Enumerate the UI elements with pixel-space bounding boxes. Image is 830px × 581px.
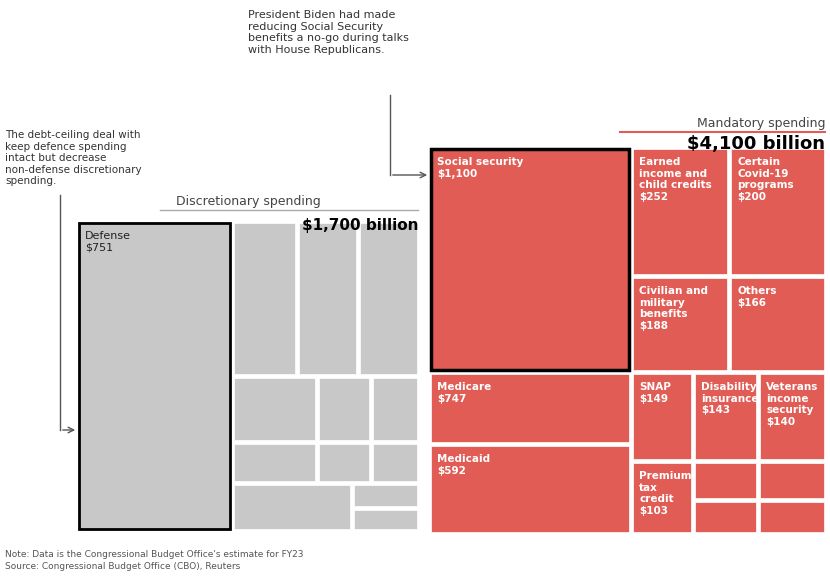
Bar xyxy=(234,378,315,440)
Bar xyxy=(319,378,369,440)
Bar xyxy=(731,149,824,274)
Bar xyxy=(695,502,756,532)
Text: Defense
$751: Defense $751 xyxy=(85,231,131,253)
Bar xyxy=(373,444,417,481)
Text: Medicaid
$592: Medicaid $592 xyxy=(437,454,491,476)
Text: Certain
Covid-19
programs
$200: Certain Covid-19 programs $200 xyxy=(737,157,793,202)
Bar xyxy=(760,502,824,532)
Bar xyxy=(360,223,417,374)
Text: Mandatory spending: Mandatory spending xyxy=(696,117,825,130)
Text: Social security
$1,100: Social security $1,100 xyxy=(437,157,524,178)
Bar xyxy=(79,223,230,529)
Text: The debt-ceiling deal with
keep defence spending
intact but decrease
non-defense: The debt-ceiling deal with keep defence … xyxy=(5,130,142,187)
Text: Veterans
income
security
$140: Veterans income security $140 xyxy=(766,382,818,427)
Text: Note: Data is the Congressional Budget Office's estimate for FY23: Note: Data is the Congressional Budget O… xyxy=(5,550,304,559)
Bar xyxy=(633,278,727,370)
Text: Medicare
$747: Medicare $747 xyxy=(437,382,491,404)
Text: $4,100 billion: $4,100 billion xyxy=(687,135,825,153)
Text: Source: Congressional Budget Office (CBO), Reuters: Source: Congressional Budget Office (CBO… xyxy=(5,562,240,571)
Bar xyxy=(633,463,691,532)
Bar xyxy=(633,374,691,459)
Text: President Biden had made
reducing Social Security
benefits a no-go during talks
: President Biden had made reducing Social… xyxy=(248,10,409,55)
Bar xyxy=(431,149,629,370)
Bar xyxy=(695,374,756,459)
Bar xyxy=(234,444,315,481)
Bar xyxy=(373,378,417,440)
Bar xyxy=(234,485,350,529)
Bar xyxy=(431,446,629,532)
Bar xyxy=(299,223,356,374)
Text: Earned
income and
child credits
$252: Earned income and child credits $252 xyxy=(639,157,712,202)
Bar xyxy=(760,463,824,498)
Text: Civilian and
military
benefits
$188: Civilian and military benefits $188 xyxy=(639,286,708,331)
Text: Disability
insurance
$143: Disability insurance $143 xyxy=(701,382,759,415)
Text: Others
$166: Others $166 xyxy=(737,286,777,307)
Bar xyxy=(695,463,756,498)
Text: Discretionary spending: Discretionary spending xyxy=(176,195,320,208)
Bar xyxy=(633,149,727,274)
Bar xyxy=(760,374,824,459)
Text: SNAP
$149: SNAP $149 xyxy=(639,382,671,404)
Text: $1,700 billion: $1,700 billion xyxy=(301,218,418,233)
Bar xyxy=(354,485,417,506)
Bar xyxy=(431,374,629,442)
Bar xyxy=(354,510,417,529)
Bar xyxy=(731,278,824,370)
Text: Premium
tax
credit
$103: Premium tax credit $103 xyxy=(639,471,691,516)
Bar xyxy=(319,444,369,481)
Bar xyxy=(234,223,295,374)
